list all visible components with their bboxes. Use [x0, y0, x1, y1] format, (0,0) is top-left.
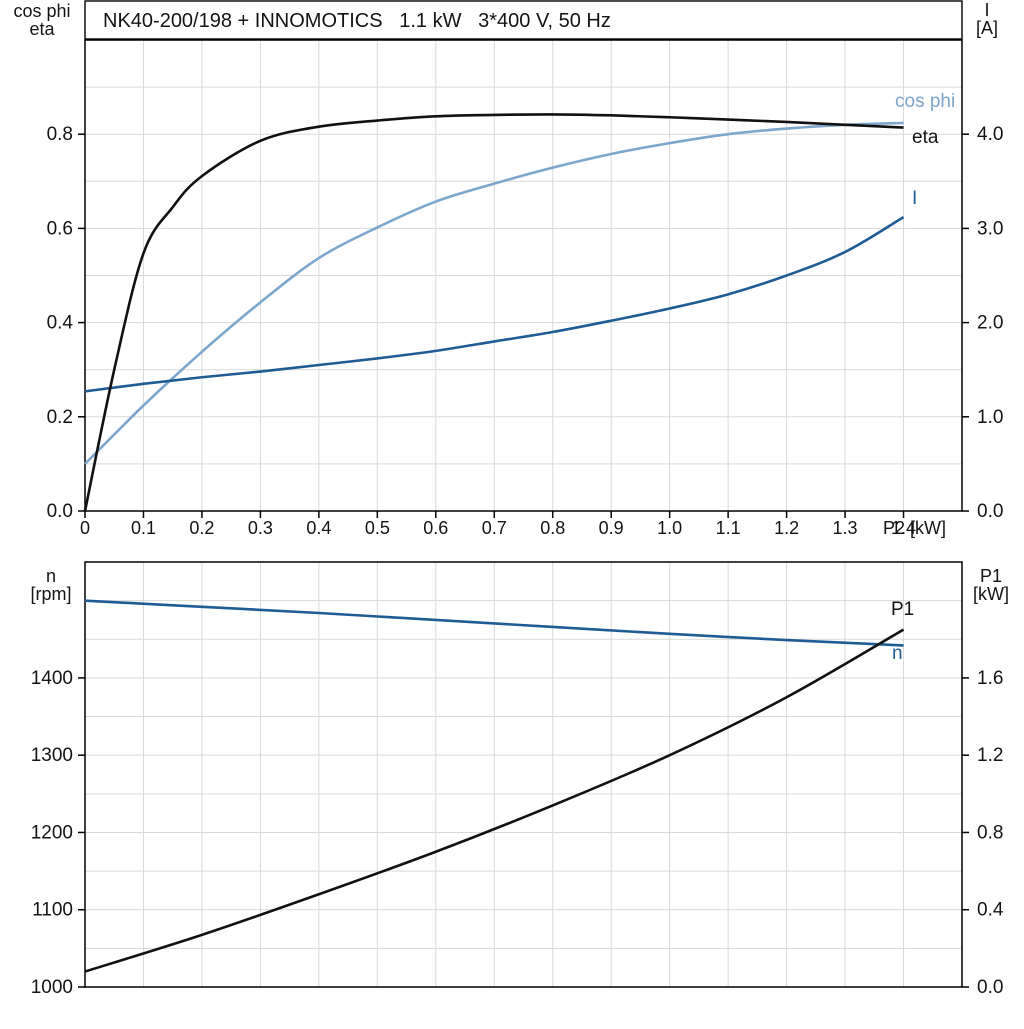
- svg-text:1200: 1200: [31, 822, 73, 843]
- svg-text:cos phi: cos phi: [895, 91, 955, 112]
- svg-text:1.0: 1.0: [657, 518, 682, 538]
- svg-text:[A]: [A]: [976, 18, 998, 38]
- svg-text:eta: eta: [29, 19, 55, 39]
- svg-text:NK40-200/198 + INNOMOTICS 1.: NK40-200/198 + INNOMOTICS 1.1 kW 3*400 V…: [103, 10, 611, 32]
- svg-text:0.9: 0.9: [599, 518, 624, 538]
- svg-text:0.8: 0.8: [47, 124, 73, 145]
- svg-text:0.3: 0.3: [248, 518, 273, 538]
- svg-text:0.5: 0.5: [365, 518, 390, 538]
- svg-text:1300: 1300: [31, 745, 73, 766]
- svg-text:0.4: 0.4: [306, 518, 331, 538]
- svg-text:2.0: 2.0: [977, 313, 1003, 334]
- svg-text:n: n: [892, 643, 903, 664]
- svg-text:eta: eta: [912, 127, 939, 148]
- svg-text:0: 0: [80, 518, 90, 538]
- svg-text:1.3: 1.3: [833, 518, 858, 538]
- svg-text:0.2: 0.2: [47, 407, 73, 428]
- svg-text:0.7: 0.7: [482, 518, 507, 538]
- svg-text:0.1: 0.1: [131, 518, 156, 538]
- svg-text:0.4: 0.4: [977, 900, 1004, 921]
- svg-text:1000: 1000: [31, 977, 73, 998]
- svg-text:1.0: 1.0: [977, 407, 1003, 428]
- svg-text:4.0: 4.0: [977, 124, 1003, 145]
- svg-text:P1: P1: [980, 566, 1002, 586]
- svg-text:0.6: 0.6: [47, 218, 73, 239]
- svg-text:0.0: 0.0: [977, 977, 1003, 998]
- svg-text:0.4: 0.4: [47, 313, 74, 334]
- svg-text:[rpm]: [rpm]: [30, 584, 71, 604]
- svg-text:0.0: 0.0: [47, 501, 73, 522]
- svg-text:1.2: 1.2: [977, 745, 1003, 766]
- svg-text:0.8: 0.8: [540, 518, 565, 538]
- svg-text:0.2: 0.2: [189, 518, 214, 538]
- svg-text:1.2: 1.2: [774, 518, 799, 538]
- svg-text:P1: P1: [891, 599, 914, 620]
- svg-text:[kW]: [kW]: [973, 584, 1009, 604]
- svg-text:I: I: [984, 0, 989, 20]
- svg-text:n: n: [46, 566, 56, 586]
- svg-text:1100: 1100: [32, 900, 73, 921]
- svg-text:0.0: 0.0: [977, 501, 1003, 522]
- svg-text:P2 [kW]: P2 [kW]: [883, 518, 946, 538]
- svg-text:1400: 1400: [31, 668, 73, 689]
- svg-text:0.6: 0.6: [423, 518, 448, 538]
- svg-text:3.0: 3.0: [977, 218, 1003, 239]
- svg-text:I: I: [912, 188, 917, 209]
- svg-text:1.6: 1.6: [977, 668, 1003, 689]
- svg-text:cos phi: cos phi: [13, 1, 70, 21]
- svg-text:0.8: 0.8: [977, 822, 1003, 843]
- svg-text:1.1: 1.1: [716, 518, 741, 538]
